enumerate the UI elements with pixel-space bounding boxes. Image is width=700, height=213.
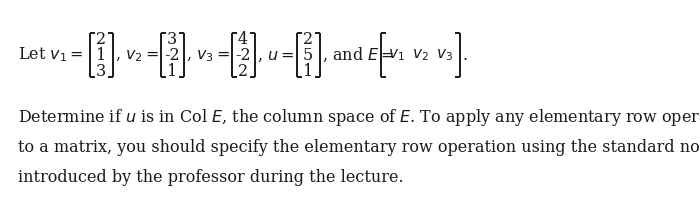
Text: .: . — [462, 46, 467, 63]
Text: 4: 4 — [238, 30, 248, 47]
Text: Let $v_1 =$: Let $v_1 =$ — [18, 46, 83, 64]
Text: 1: 1 — [303, 62, 313, 79]
Text: $v_1$: $v_1$ — [388, 47, 405, 63]
Text: 1: 1 — [167, 62, 177, 79]
Text: , $v_2 =$: , $v_2 =$ — [115, 46, 159, 63]
Text: , and $E =$: , and $E =$ — [322, 46, 394, 64]
Text: to a matrix, you should specify the elementary row operation using the standard : to a matrix, you should specify the elem… — [18, 140, 700, 157]
Text: , $u =$: , $u =$ — [257, 46, 294, 63]
Text: introduced by the professor during the lecture.: introduced by the professor during the l… — [18, 170, 404, 187]
Text: 3: 3 — [96, 62, 106, 79]
Text: -2: -2 — [164, 46, 180, 63]
Text: $v_2$: $v_2$ — [412, 47, 428, 63]
Text: 2: 2 — [303, 30, 313, 47]
Text: Determine if $u$ is in Col $E$, the column space of $E$. To apply any elementary: Determine if $u$ is in Col $E$, the colu… — [18, 108, 700, 128]
Text: 2: 2 — [96, 30, 106, 47]
Text: $v_3$: $v_3$ — [435, 47, 452, 63]
Text: 2: 2 — [238, 62, 248, 79]
Text: 3: 3 — [167, 30, 177, 47]
Text: , $v_3 =$: , $v_3 =$ — [186, 46, 230, 63]
Text: 1: 1 — [96, 46, 106, 63]
Text: 5: 5 — [303, 46, 313, 63]
Text: -2: -2 — [235, 46, 251, 63]
